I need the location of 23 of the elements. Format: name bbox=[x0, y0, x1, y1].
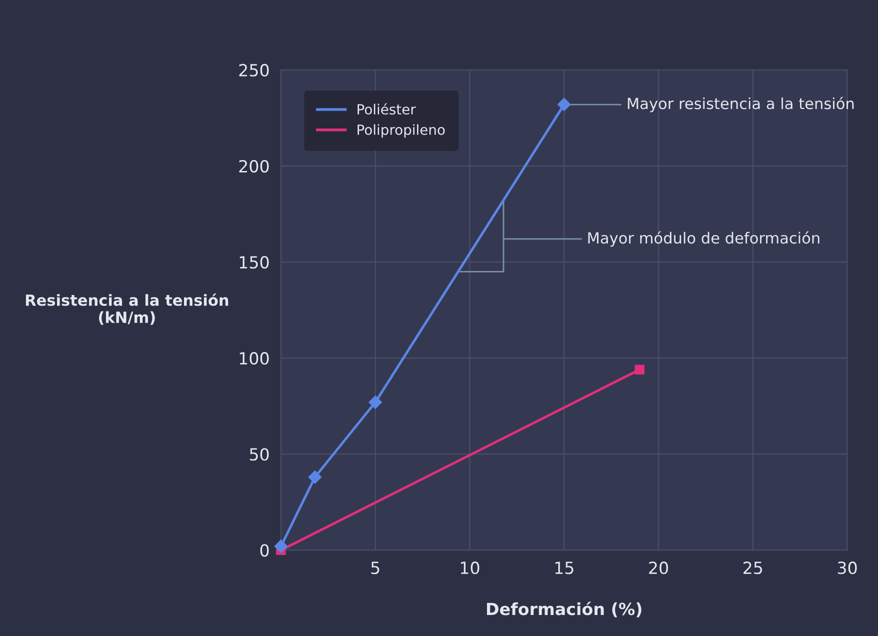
y-tick-label: 50 bbox=[250, 448, 269, 461]
x-tick-label: 25 bbox=[744, 562, 762, 574]
point bbox=[634, 364, 644, 374]
y-tick-label: 150 bbox=[240, 256, 269, 269]
y-tick-label: 200 bbox=[239, 160, 269, 173]
x-tick-label: 10 bbox=[460, 562, 480, 574]
x-tick-label: 15 bbox=[555, 562, 574, 574]
x-tick-label: 30 bbox=[838, 562, 857, 574]
y-tick-label: 250 bbox=[239, 64, 269, 77]
y-axis-title: Resistencia a la tensión (kN/m) bbox=[26, 293, 228, 325]
legend-label: Poliéster bbox=[358, 103, 416, 115]
x-axis-title: Deformación (%) bbox=[486, 602, 642, 618]
x-tick-label: 20 bbox=[649, 562, 668, 574]
legend-label: Polipropileno bbox=[358, 124, 445, 138]
y-tick-label: 0 bbox=[260, 544, 269, 557]
annotation: Mayor módulo de deformación bbox=[588, 231, 820, 247]
annotation: Mayor resistencia a la tensión bbox=[628, 96, 854, 112]
point bbox=[368, 396, 382, 409]
point bbox=[558, 98, 571, 112]
point bbox=[308, 470, 322, 484]
x-tick-label: 5 bbox=[371, 562, 380, 574]
point bbox=[274, 540, 288, 553]
y-tick-label: 100 bbox=[240, 352, 269, 365]
